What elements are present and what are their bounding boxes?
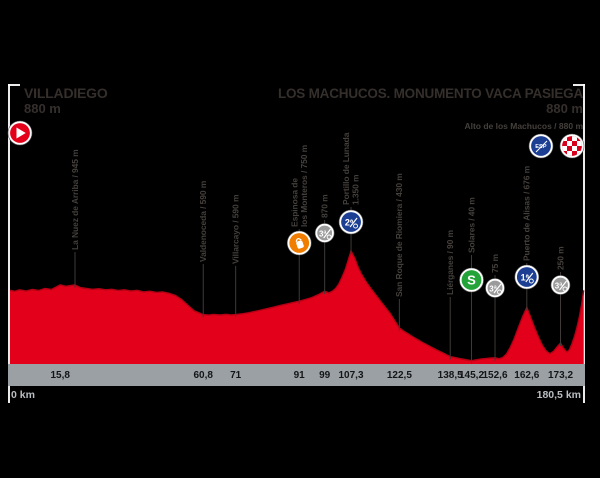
frame-border-top-right xyxy=(573,84,585,86)
frame-border-top-left xyxy=(8,84,20,86)
feed-icon xyxy=(286,230,312,256)
marker-label-climb-km173: 250 m xyxy=(555,246,565,270)
sprint-icon: S xyxy=(459,267,484,293)
marker-label-espinosa-de-los-monteros: Espinosa de xyxy=(289,178,299,227)
cat3-icon: 3ª xyxy=(550,275,571,295)
svg-text:3ª: 3ª xyxy=(319,230,326,239)
start-icon xyxy=(7,120,33,146)
axis-start-label: 0 km xyxy=(11,389,35,401)
axis-tick: 162,6 xyxy=(514,370,539,381)
start-title-block: VILLADIEGO 880 m xyxy=(24,85,108,117)
axis-tick: 138,5 xyxy=(438,370,463,381)
marker-label-portillo-de-lunada: Portillo de Lunada xyxy=(341,132,351,205)
axis-band xyxy=(8,364,585,386)
axis-tick: 91 xyxy=(294,370,306,381)
axis-tick: 173,2 xyxy=(548,370,573,381)
frame-border-left xyxy=(8,84,10,403)
marker-label-solares: Solares / 40 m xyxy=(466,197,476,253)
svg-text:2ª: 2ª xyxy=(345,218,354,228)
marker-label-villarcayo: Villarcayo / 590 m xyxy=(231,194,241,264)
marker-label-valdenoceda: Valdenoceda / 590 m xyxy=(198,180,208,262)
profile-edge-line xyxy=(9,249,585,362)
start-altitude: 880 m xyxy=(24,101,61,116)
svg-text:ESP: ESP xyxy=(535,144,547,150)
finish-name: LOS MACHUCOS. MONUMENTO VACA PASIEGA xyxy=(277,86,583,101)
axis-tick: 71 xyxy=(230,370,242,381)
svg-text:3ª: 3ª xyxy=(489,285,496,294)
cat3-icon: 3ª xyxy=(485,278,505,298)
frame-border-right xyxy=(583,84,585,403)
marker-label-lierganes: Liérganes / 90 m xyxy=(445,229,455,295)
finish-icon xyxy=(559,133,585,159)
axis-tick: 122,5 xyxy=(387,370,412,381)
axis-end-label: 180,5 km xyxy=(536,389,581,401)
finish-altitude: 880 m xyxy=(546,101,583,116)
finish-title-block: LOS MACHUCOS. MONUMENTO VACA PASIEGA 880… xyxy=(278,86,583,131)
finish-summit-label: Alto de los Machucos / 880 m xyxy=(464,121,583,131)
svg-text:3ª: 3ª xyxy=(555,282,562,291)
cat1-icon: 1ª xyxy=(514,264,540,290)
axis-tick: 145,2 xyxy=(459,370,484,381)
marker-label-san-roque-de-riomiera: San Roque de Riomiera / 430 m xyxy=(394,173,404,297)
marker-label-espinosa-de-los-monteros: los Monteros / 750 m xyxy=(299,144,309,227)
axis-tick: 107,3 xyxy=(338,370,363,381)
esp-icon: ESP xyxy=(528,133,554,159)
marker-label-climb-km99: 870 m xyxy=(320,194,330,218)
marker-label-la-nuez-de-arriba: La Nuez de Arriba / 945 m xyxy=(70,149,80,250)
axis-tick: 152,6 xyxy=(482,370,507,381)
svg-text:1ª: 1ª xyxy=(521,273,530,283)
marker-label-puerto-de-alisas: Puerto de Alisas / 676 m xyxy=(522,165,532,261)
marker-label-portillo-de-lunada: 1.350 m xyxy=(351,174,361,205)
cat2-icon: 2ª xyxy=(338,209,364,235)
start-town-name: VILLADIEGO xyxy=(24,85,108,101)
marker-label-climb-km152: 75 m xyxy=(490,253,500,273)
svg-text:S: S xyxy=(467,273,476,288)
axis-tick: 15,8 xyxy=(50,370,70,381)
cat3-icon: 3ª xyxy=(314,223,335,243)
axis-tick: 99 xyxy=(319,370,331,381)
profile-area xyxy=(10,251,584,364)
axis-tick: 60,8 xyxy=(193,370,213,381)
